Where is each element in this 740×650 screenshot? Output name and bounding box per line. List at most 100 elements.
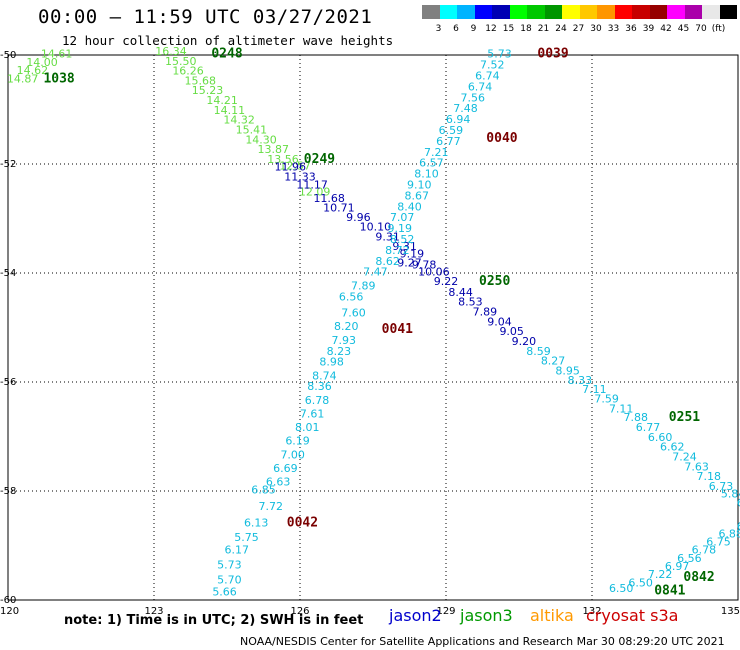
wave-height-value: 8.23 <box>327 345 352 358</box>
legend-swatch <box>649 5 667 19</box>
legend-label: 33 <box>607 24 620 34</box>
wave-height-value: 11.17 <box>296 179 328 192</box>
wave-height-value: 10.10 <box>360 220 392 233</box>
wave-height-value: 7.18 <box>697 470 722 483</box>
wave-height-value: 14.11 <box>214 104 246 117</box>
wave-height-value: 11.68 <box>313 192 345 205</box>
wave-height-value: 8.52 <box>390 233 415 246</box>
wave-height-value: 12.09 <box>299 186 331 199</box>
wave-height-value: 9.31 <box>375 230 400 243</box>
wave-height-value: 9.05 <box>499 325 524 338</box>
pass-number-label: 0251 <box>669 410 700 425</box>
pass-number-label: 0042 <box>287 515 318 530</box>
wave-height-value: 14.61 <box>41 48 73 61</box>
lat-tick-label: -54 <box>0 268 16 279</box>
pass-number-label: 0842 <box>683 570 714 585</box>
legend-swatch <box>544 5 562 19</box>
wave-height-value: 8.27 <box>541 355 566 368</box>
wave-height-value: 7.63 <box>684 460 709 473</box>
wave-height-value: 9.04 <box>487 315 512 328</box>
lon-tick-label: 123 <box>144 606 163 617</box>
lat-tick-label: -56 <box>0 377 16 388</box>
wave-height-value: 15.41 <box>236 123 268 136</box>
wave-height-value: 6.19 <box>285 435 310 448</box>
wave-height-value: 14.30 <box>245 133 277 146</box>
wave-height-value: 7.21 <box>424 146 449 159</box>
wave-height-value: 9.20 <box>512 335 537 348</box>
wave-height-value: 6 <box>737 520 740 533</box>
wave-height-value: 14.00 <box>26 56 58 69</box>
wave-height-value: 8.98 <box>319 356 344 369</box>
wave-height-value: 6.77 <box>636 421 661 434</box>
lon-tick-label: 120 <box>0 606 19 617</box>
wave-height-value: 6.74 <box>468 80 493 93</box>
legend-label: (ft) <box>711 24 726 34</box>
lat-tick-label: -58 <box>0 486 16 497</box>
legend-label: 18 <box>520 24 532 34</box>
wave-height-value: 7.56 <box>461 91 486 104</box>
wave-height-value: 6.97 <box>665 560 690 573</box>
wave-height-value: 15.50 <box>165 55 197 68</box>
wave-height-value: 7.00 <box>280 448 305 461</box>
lon-tick-label: 129 <box>436 606 455 617</box>
legend-swatch <box>719 5 737 19</box>
wave-height-value: 7.07 <box>390 211 415 224</box>
page-subtitle: 12 hour collection of altimeter wave hei… <box>62 33 394 48</box>
wave-height-value: 7.93 <box>332 334 357 347</box>
wave-height-value: 13.56 <box>267 153 299 166</box>
wave-height-value: 6.94 <box>446 113 471 126</box>
legend-swatch <box>492 5 510 19</box>
map-frame <box>7 54 739 601</box>
legend-swatch <box>667 5 685 19</box>
wave-height-value: 6.88 <box>718 527 740 540</box>
wave-height-value: 9.19 <box>400 248 425 261</box>
wave-height-value: 6.17 <box>224 544 249 557</box>
legend-label: 45 <box>677 24 690 34</box>
wave-height-value: 8.72 <box>385 244 410 257</box>
lon-tick-label: 135 <box>721 606 740 617</box>
wave-height-value: 8.36 <box>307 380 332 393</box>
legend-label: 70 <box>695 24 707 34</box>
pass-number-label: 0248 <box>211 47 242 62</box>
wave-height-value: 5.73 <box>487 48 512 61</box>
legend-label: 36 <box>625 24 637 34</box>
wave-height-value: 7.59 <box>594 393 619 406</box>
wave-height-value: 9.31 <box>392 240 417 253</box>
legend-jason2: jason2 <box>389 606 442 625</box>
legend-label: 39 <box>642 24 655 34</box>
wave-height-value: 6.73 <box>709 480 734 493</box>
map-axes: 120 123 126 129 132 135 -50 -52 -54 -56 -58 -60 <box>0 50 740 617</box>
wave-height-value: 6.50 <box>609 582 634 595</box>
legend-swatch <box>562 5 580 19</box>
legend-label: 27 <box>572 24 585 34</box>
wave-height-value: 6.74 <box>475 70 500 83</box>
pass-number-label: 0039 <box>537 47 568 62</box>
legend-label: 42 <box>660 24 672 34</box>
wave-height-value: 7.22 <box>648 568 673 581</box>
wave-height-value: 7.24 <box>672 450 697 463</box>
legend-altika: altika <box>530 606 574 625</box>
wave-height-value: 9.96 <box>346 211 371 224</box>
wave-height-value: 6.13 <box>244 516 269 529</box>
legend-swatch <box>474 5 492 19</box>
wave-height-value: 7.72 <box>259 500 284 513</box>
lon-tick-label: 132 <box>582 606 601 617</box>
wave-height-value: 6.77 <box>436 135 461 148</box>
wave-height-value: 6.75 <box>706 536 731 549</box>
lon-tick-label: 126 <box>290 606 309 617</box>
wave-height-value: 8.33 <box>568 374 593 387</box>
wave-height-value: 6.85 <box>251 484 276 497</box>
legend-swatch <box>527 5 545 19</box>
pass-number-label: 0249 <box>304 152 335 167</box>
wave-height-value: 14.32 <box>223 114 255 127</box>
wave-height-value: 9.27 <box>397 256 422 269</box>
legend-label: 12 <box>485 24 497 34</box>
wave-height-value: 7.11 <box>609 403 634 416</box>
wave-height-value: 5.73 <box>217 558 242 571</box>
legend-label: 3 <box>435 24 442 34</box>
wave-height-value: 7.48 <box>453 102 478 115</box>
pass-number-label: 0250 <box>479 274 510 289</box>
wave-height-value: 5.66 <box>212 586 237 599</box>
